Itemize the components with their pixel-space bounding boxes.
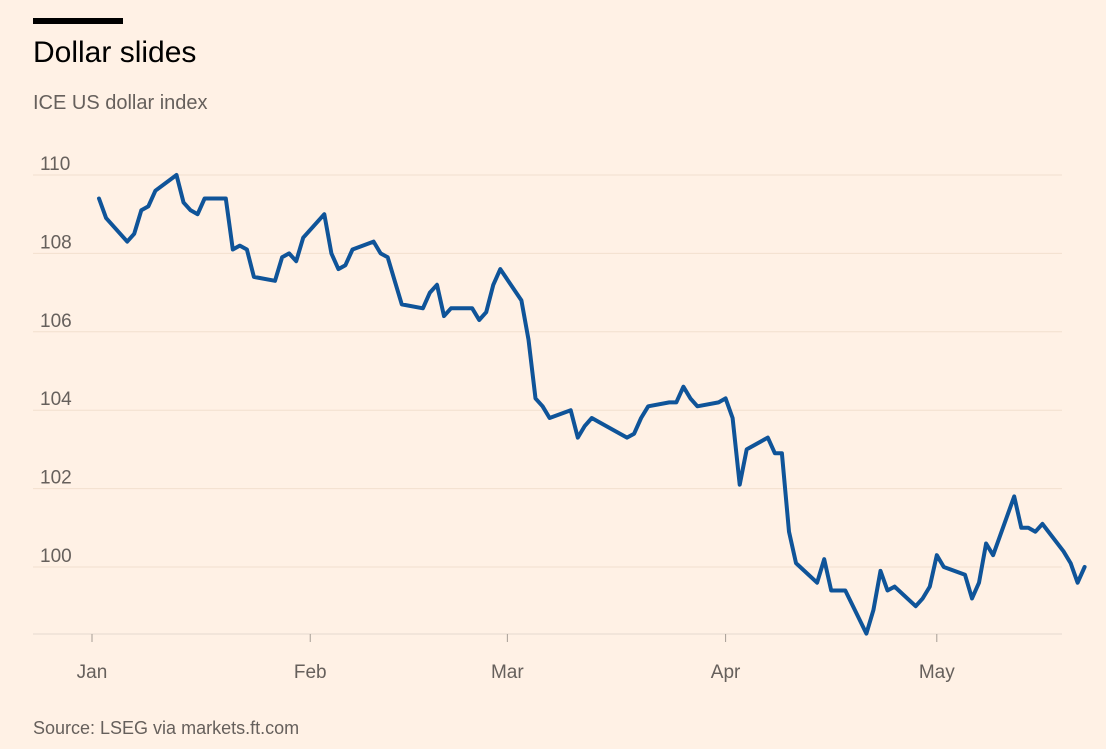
x-tick-label-jan: Jan	[77, 662, 108, 683]
x-tick-label-feb: Feb	[294, 662, 327, 683]
series-layer	[97, 173, 1087, 636]
x-tick-label-may: May	[919, 662, 955, 683]
y-tick-label-100: 100	[40, 546, 72, 567]
source-note: Source: LSEG via markets.ft.com	[33, 718, 300, 738]
chart-title: Dollar slides	[33, 36, 197, 69]
y-tick-label-104: 104	[40, 389, 72, 410]
y-tick-label-108: 108	[40, 232, 72, 253]
line-chart: 110 108 106 104 102 100 Jan Feb Mar Apr May	[33, 154, 1087, 683]
chart-subtitle: ICE US dollar index	[33, 92, 208, 114]
x-tick-label-mar: Mar	[491, 662, 524, 683]
x-axis-ticks: Jan Feb Mar Apr May	[77, 634, 955, 683]
header-accent-bar	[33, 18, 123, 24]
y-tick-label-106: 106	[40, 311, 72, 332]
y-tick-label-102: 102	[40, 468, 72, 489]
gridlines	[33, 174, 1062, 635]
series-line-dollar-index	[97, 173, 1087, 636]
y-axis-ticks: 110 108 106 104 102 100	[40, 154, 72, 567]
x-tick-label-apr: Apr	[711, 662, 741, 683]
y-tick-label-110: 110	[40, 154, 70, 175]
